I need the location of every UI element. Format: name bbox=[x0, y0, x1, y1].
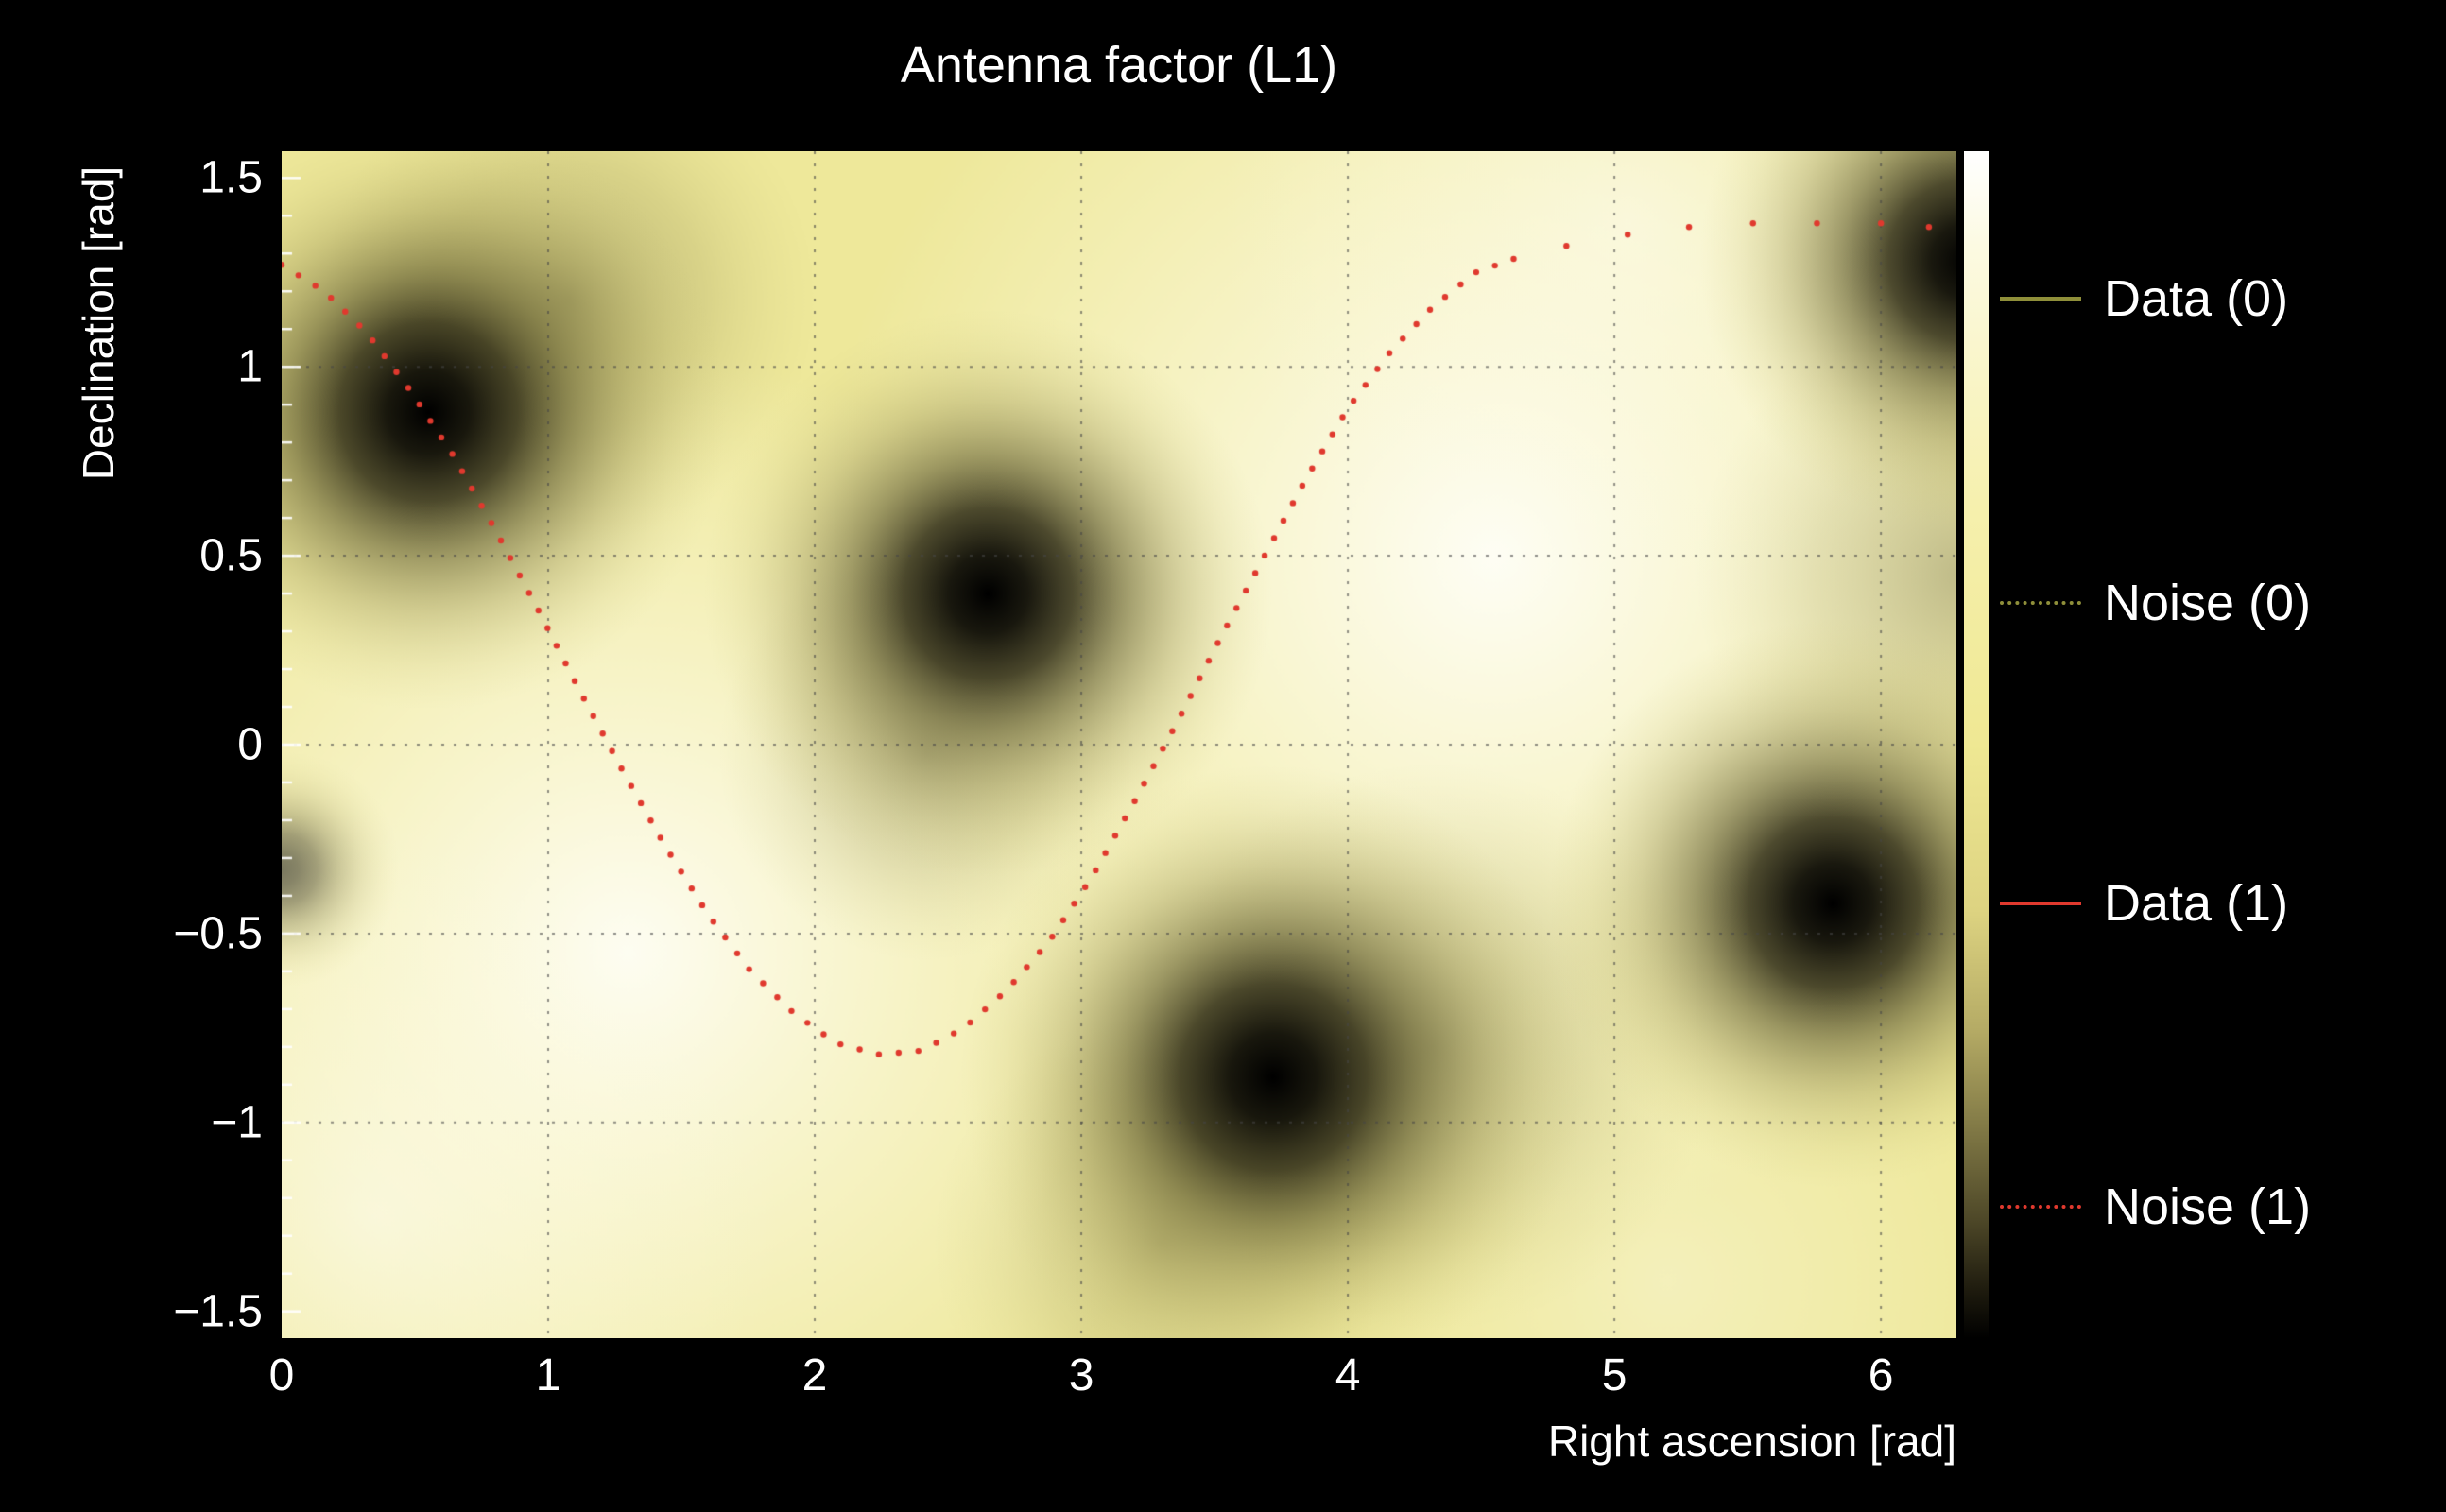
noise-1-dotted-line-swatch bbox=[2000, 1205, 2081, 1209]
x-tick-label: 3 bbox=[1068, 1350, 1094, 1400]
y-tick-label: 1 bbox=[237, 341, 263, 392]
legend: Data (0) Noise (0) Data (1) Noise (1) bbox=[2000, 0, 2444, 1512]
legend-item-noise-0: Noise (0) bbox=[2000, 573, 2311, 633]
legend-item-data-1: Data (1) bbox=[2000, 873, 2288, 934]
x-tick-label: 4 bbox=[1335, 1350, 1361, 1400]
legend-label-noise-0: Noise (0) bbox=[2104, 575, 2312, 631]
x-axis-label: Right ascension [rad] bbox=[1547, 1417, 1956, 1466]
y-tick-label: 0.5 bbox=[199, 530, 263, 581]
x-tick-label: 5 bbox=[1601, 1350, 1628, 1400]
colorbar bbox=[1964, 151, 1989, 1338]
x-tick-label: 1 bbox=[535, 1350, 561, 1400]
noise-0-dotted-line-swatch bbox=[2000, 601, 2081, 605]
y-tick-label: −1.5 bbox=[173, 1286, 263, 1337]
heatmap-canvas bbox=[282, 151, 1956, 1338]
y-tick-label: 0 bbox=[237, 719, 263, 770]
y-tick-label: 1.5 bbox=[199, 152, 263, 203]
legend-label-data-0: Data (0) bbox=[2104, 270, 2289, 327]
legend-item-data-0: Data (0) bbox=[2000, 268, 2288, 329]
y-axis-label: Declination [rad] bbox=[74, 165, 123, 481]
data-0-line-swatch bbox=[2000, 297, 2081, 301]
y-tick-label: −1 bbox=[211, 1097, 263, 1148]
data-1-line-swatch bbox=[2000, 902, 2081, 905]
legend-label-noise-1: Noise (1) bbox=[2104, 1178, 2312, 1235]
x-tick-label: 2 bbox=[801, 1350, 828, 1400]
x-tick-label: 6 bbox=[1868, 1350, 1894, 1400]
legend-label-data-1: Data (1) bbox=[2104, 875, 2289, 932]
y-tick-label: −0.5 bbox=[173, 908, 263, 959]
chart-title: Antenna factor (L1) bbox=[900, 37, 1338, 94]
legend-item-noise-1: Noise (1) bbox=[2000, 1177, 2311, 1237]
x-tick-label: 0 bbox=[268, 1350, 295, 1400]
